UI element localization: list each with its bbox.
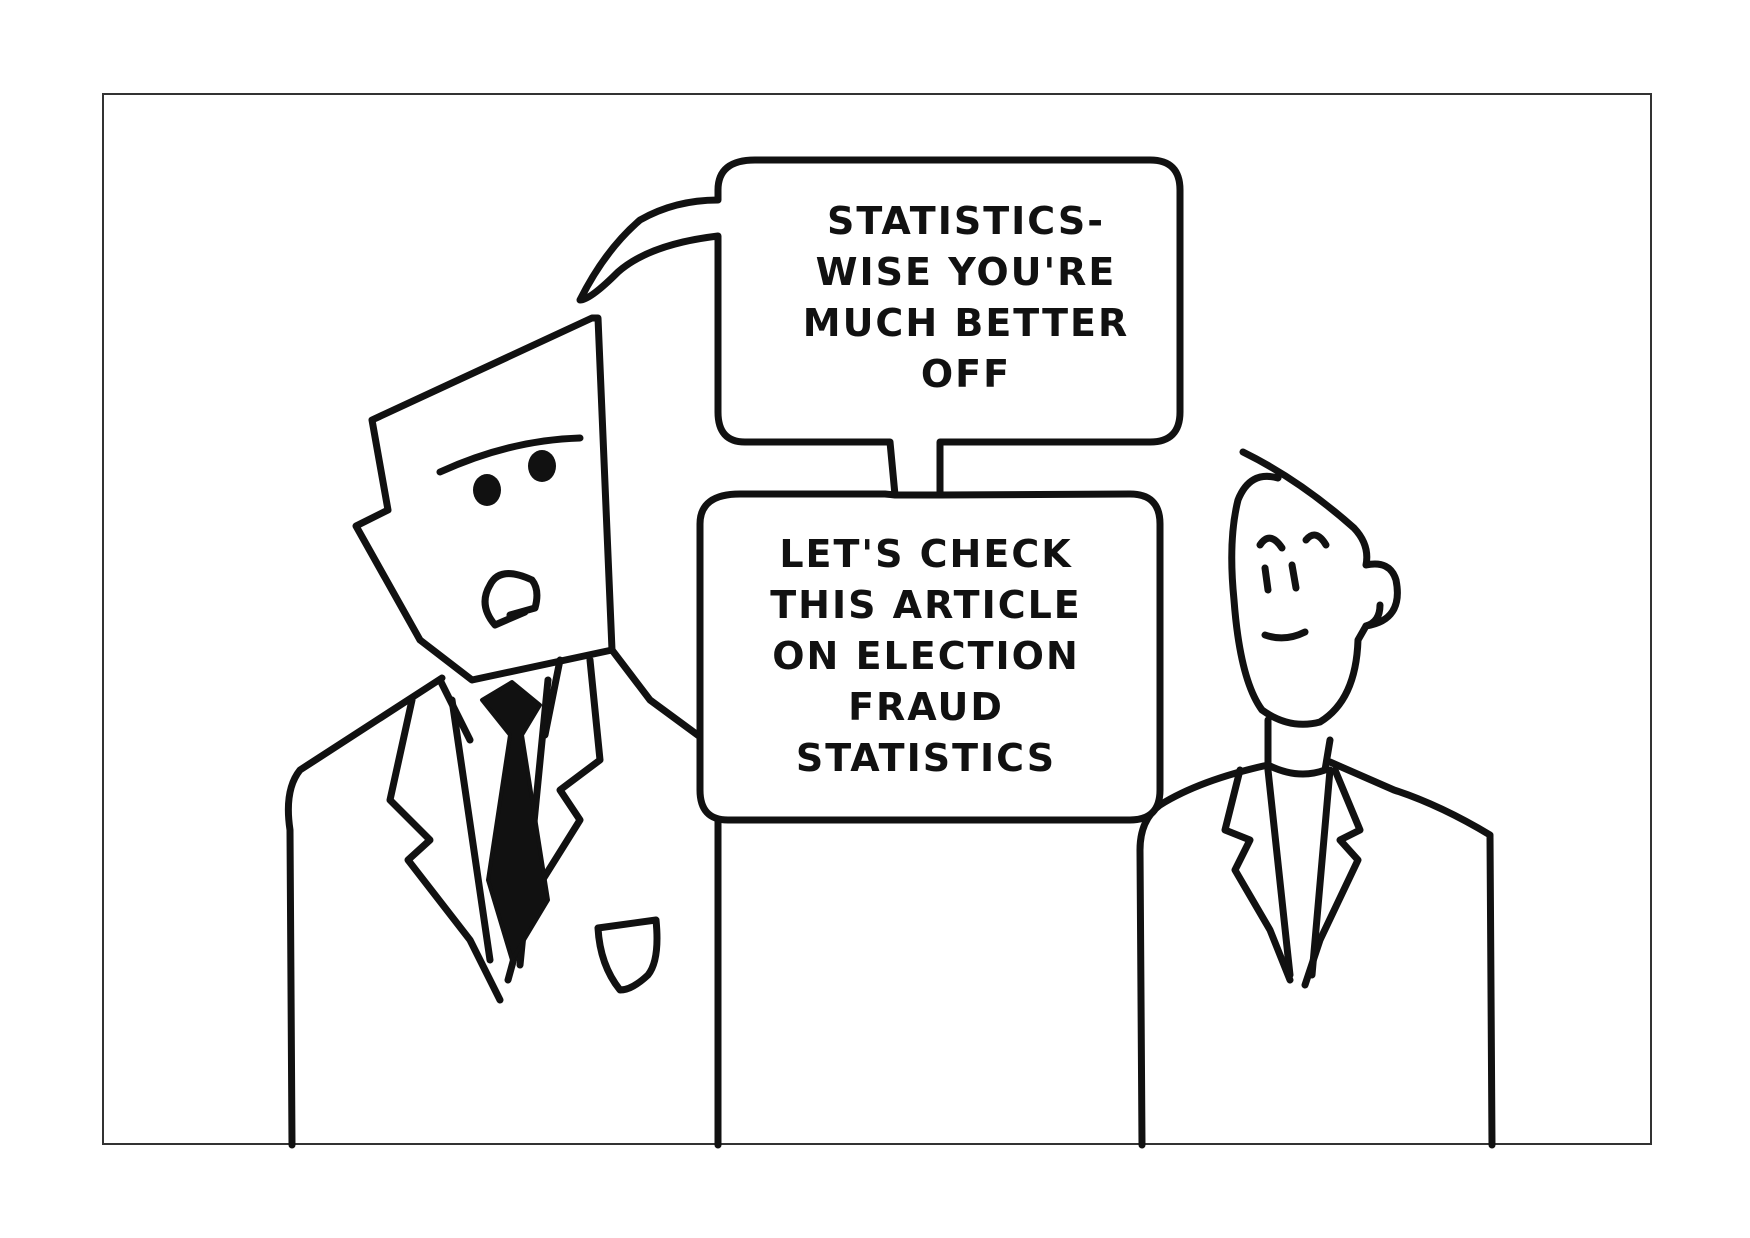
right-character-eyebrow-right bbox=[1302, 531, 1330, 549]
speech-line: LET'S CHECK bbox=[779, 532, 1073, 576]
speech-line: ON ELECTION bbox=[772, 634, 1080, 678]
left-character-suit bbox=[284, 646, 722, 1149]
speech-line: THIS ARTICLE bbox=[770, 583, 1082, 627]
right-character-eyebrow-left bbox=[1256, 534, 1286, 552]
left-character-eyebrow bbox=[436, 434, 584, 476]
speech-line: STATISTICS- bbox=[826, 199, 1106, 243]
speech-bubble-top-outline bbox=[576, 156, 1184, 499]
speech-line: FRAUD bbox=[848, 685, 1004, 729]
right-character-neck bbox=[1264, 716, 1334, 778]
left-character-lapel-left bbox=[386, 696, 504, 1004]
left-character-pocket bbox=[594, 916, 661, 994]
right-character-eye-left bbox=[1261, 564, 1272, 594]
speech-bubble-bottom-text: LET'S CHECK THIS ARTICLE ON ELECTION FRA… bbox=[706, 529, 1146, 784]
right-character-head bbox=[1228, 448, 1401, 728]
speech-bubble-bottom-outline bbox=[696, 490, 1164, 824]
left-character-tie bbox=[480, 680, 550, 962]
right-character-lapel-left bbox=[1221, 766, 1294, 984]
left-character-head bbox=[352, 314, 616, 684]
right-character-ear bbox=[1362, 601, 1384, 630]
speech-line: MUCH BETTER bbox=[802, 301, 1130, 345]
left-character-eye-left bbox=[473, 474, 501, 506]
right-character-eye-right bbox=[1288, 561, 1300, 592]
speech-bubble-top-text: STATISTICS- WISE YOU'RE MUCH BETTER OFF bbox=[728, 196, 1204, 400]
left-character-mouth bbox=[481, 570, 541, 629]
right-character-mouth bbox=[1261, 628, 1309, 642]
left-character bbox=[284, 314, 722, 1149]
speech-line: STATISTICS bbox=[795, 736, 1057, 780]
left-character-eye-right bbox=[528, 450, 556, 482]
right-character-shirt bbox=[1264, 766, 1334, 979]
speech-line: OFF bbox=[920, 352, 1012, 396]
speech-line: WISE YOU'RE bbox=[815, 250, 1117, 294]
right-character bbox=[1136, 448, 1496, 1149]
